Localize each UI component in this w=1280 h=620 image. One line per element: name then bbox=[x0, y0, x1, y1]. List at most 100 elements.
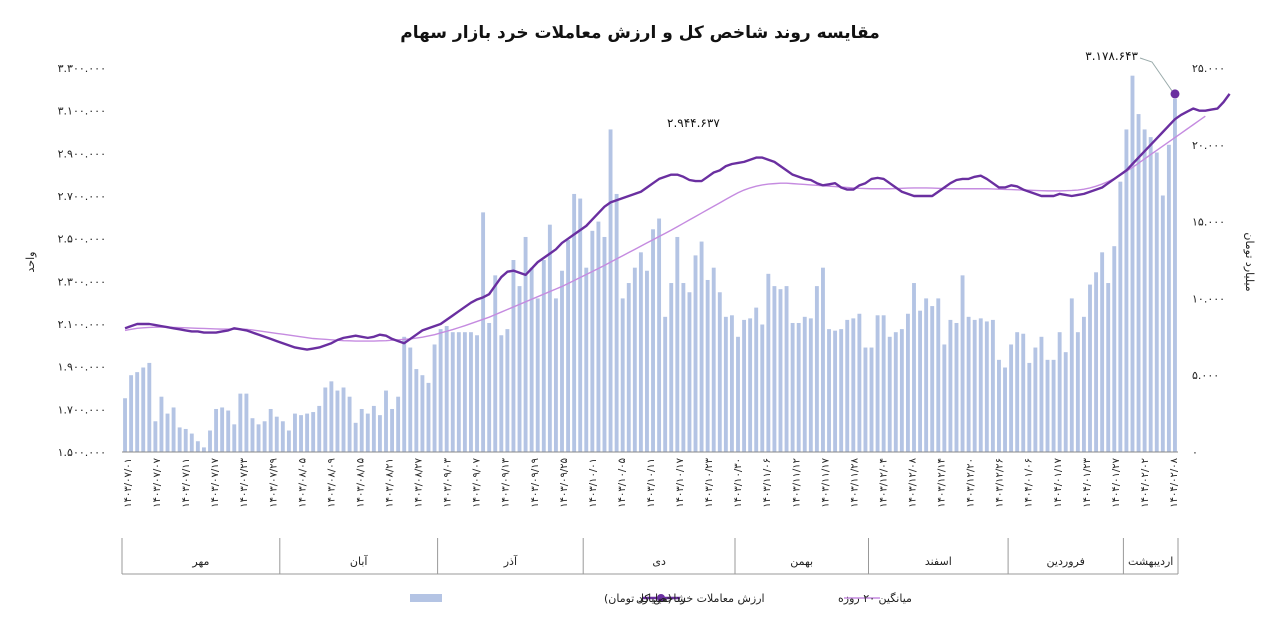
bar bbox=[432, 344, 437, 452]
bar bbox=[1051, 359, 1056, 452]
left-axis: ۱.۵۰۰.۰۰۰ ۱.۷۰۰.۰۰۰ ۱.۹۰۰.۰۰۰ ۲.۱۰۰.۰۰۰ ۲.۳۰… bbox=[58, 62, 106, 459]
bar bbox=[505, 329, 510, 452]
x-tick-label: ۱۴۰۴/۰۱/۲۷ bbox=[1111, 457, 1122, 507]
bar bbox=[444, 326, 449, 452]
bar bbox=[335, 390, 340, 452]
bar bbox=[766, 273, 771, 452]
chart-title: مقایسه روند شاخص کل و ارزش معاملات خرد ب… bbox=[400, 23, 880, 43]
bar bbox=[293, 413, 297, 452]
bar bbox=[365, 413, 370, 452]
bar bbox=[1033, 347, 1038, 452]
left-axis-label: واحد bbox=[24, 252, 37, 273]
bar bbox=[244, 393, 249, 452]
bar bbox=[1027, 362, 1032, 452]
x-tick-label: ۱۴۰۳/۰۸/۱۵ bbox=[355, 458, 366, 508]
bar bbox=[1021, 333, 1026, 452]
bar bbox=[705, 279, 710, 452]
bar bbox=[274, 416, 279, 452]
bar bbox=[147, 362, 152, 452]
bar bbox=[384, 390, 388, 452]
bar bbox=[141, 367, 146, 452]
bar bbox=[450, 332, 455, 452]
bar bbox=[681, 283, 686, 452]
bar bbox=[1003, 367, 1007, 452]
x-tick-label: ۱۴۰۳/۱۰/۱۷ bbox=[675, 457, 686, 507]
annotations: ۲.۹۴۴.۶۳۷ ۳.۱۷۸.۶۴۳ bbox=[667, 49, 1180, 130]
left-tick-label: ۳.۱۰۰.۰۰۰ bbox=[58, 105, 106, 118]
right-tick-label: ۵.۰۰۰ bbox=[1192, 369, 1219, 382]
bar bbox=[1045, 359, 1050, 452]
bar bbox=[560, 270, 564, 452]
bar bbox=[869, 347, 874, 452]
bar bbox=[1015, 332, 1020, 452]
bar bbox=[408, 347, 413, 452]
x-tick-label: ۱۴۰۳/۱۲/۰۸ bbox=[908, 457, 919, 507]
bar bbox=[280, 421, 285, 452]
bar bbox=[475, 335, 479, 452]
bar bbox=[881, 315, 886, 452]
x-tick-label: ۱۴۰۳/۰۷/۱۷ bbox=[210, 457, 221, 507]
bar bbox=[590, 230, 595, 452]
bar bbox=[390, 408, 395, 452]
bar bbox=[377, 415, 382, 452]
bar bbox=[1142, 129, 1147, 452]
month-label: بهمن bbox=[790, 555, 813, 568]
bar bbox=[821, 267, 825, 452]
bar bbox=[250, 418, 255, 452]
bar bbox=[772, 286, 777, 452]
x-tick-label: ۱۴۰۳/۱۲/۰۴ bbox=[878, 458, 889, 508]
left-tick-label: ۲.۷۰۰.۰۰۰ bbox=[58, 190, 106, 203]
x-tick-label: ۱۴۰۳/۰۷/۰۷ bbox=[152, 457, 163, 507]
bar bbox=[1094, 272, 1099, 452]
bar bbox=[742, 319, 747, 452]
bar bbox=[402, 336, 407, 452]
bar bbox=[954, 322, 959, 452]
bar bbox=[948, 319, 953, 452]
bar bbox=[893, 332, 898, 452]
bar bbox=[905, 313, 910, 452]
bar bbox=[802, 316, 807, 452]
x-tick-label: ۱۴۰۳/۰۸/۰۵ bbox=[297, 458, 308, 508]
bar bbox=[833, 330, 838, 452]
bar bbox=[566, 240, 571, 452]
x-tick-label: ۱۴۰۴/۰۱/۰۶ bbox=[1024, 458, 1035, 508]
right-tick-label: ۰ bbox=[1192, 446, 1198, 459]
bar bbox=[347, 396, 352, 452]
x-tick-label: ۱۴۰۳/۱۰/۰۵ bbox=[617, 458, 628, 508]
bar bbox=[723, 316, 728, 452]
bar bbox=[529, 267, 534, 452]
left-tick-label: ۲.۳۰۰.۰۰۰ bbox=[58, 275, 106, 288]
x-tick-label: ۱۴۰۳/۰۸/۰۹ bbox=[326, 458, 337, 508]
x-tick-label: ۱۴۰۳/۰۸/۲۷ bbox=[414, 457, 425, 507]
bar bbox=[1148, 137, 1153, 452]
bar bbox=[845, 319, 850, 452]
legend-bar-label: ارزش معاملات خرد (میلیارد تومان) bbox=[604, 592, 765, 605]
x-tick-label: ۱۴۰۳/۱۲/۲۶ bbox=[995, 458, 1006, 508]
bar bbox=[135, 372, 140, 452]
bar bbox=[553, 298, 558, 452]
bar bbox=[1160, 195, 1165, 453]
bar bbox=[602, 236, 607, 452]
bar bbox=[226, 410, 231, 452]
bar bbox=[596, 221, 601, 452]
bar bbox=[620, 298, 625, 452]
bar bbox=[936, 298, 941, 452]
bar bbox=[796, 322, 801, 452]
right-axis-label: میلیارد تومان bbox=[1243, 232, 1256, 291]
bar bbox=[638, 252, 643, 452]
bar bbox=[493, 275, 498, 452]
bar bbox=[687, 292, 692, 452]
bar bbox=[1173, 98, 1177, 452]
bar bbox=[123, 398, 127, 452]
x-tick-label: ۱۴۰۳/۱۱/۱۲ bbox=[791, 458, 802, 508]
legend-index-marker bbox=[657, 594, 665, 602]
bar bbox=[1130, 75, 1135, 453]
bar bbox=[535, 298, 540, 452]
month-label: مهر bbox=[191, 555, 209, 568]
bar bbox=[912, 283, 916, 452]
bar bbox=[1039, 336, 1044, 452]
bar bbox=[396, 396, 401, 452]
bar bbox=[165, 413, 170, 452]
bar bbox=[997, 359, 1001, 452]
